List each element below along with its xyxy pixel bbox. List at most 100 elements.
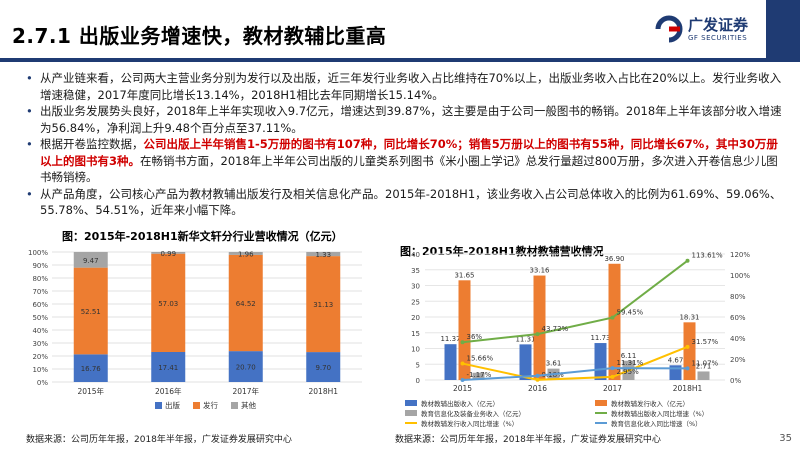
y-tick-label: 100%	[28, 249, 48, 257]
logo-cn-text: 广发证券	[687, 15, 748, 34]
bar-segment	[306, 252, 341, 257]
y-right-tick-label: 20%	[730, 356, 746, 364]
company-logo: 广发证券 GF SECURITIES	[654, 14, 748, 44]
figure-right-title: 图：2015年-2018H1教材教辅营收情况	[400, 245, 604, 258]
x-tick-label: 2015	[453, 384, 472, 393]
legend-label: 教材教辅发行收入同比增速（%）	[421, 419, 518, 428]
bullet-text: 出版业务发展势头良好，2018年上半年实现收入9.7亿元，增速达到39.87%，…	[40, 104, 782, 135]
legend-swatch	[193, 402, 200, 409]
y-right-tick-label: 120%	[730, 251, 750, 259]
line-point	[460, 340, 465, 345]
line-point	[685, 366, 690, 371]
line-point	[610, 374, 615, 379]
bar-data-label: 6.11	[621, 352, 637, 360]
bar	[533, 275, 546, 380]
y-tick-label: 0%	[37, 379, 48, 387]
x-tick-label: 2017	[603, 384, 622, 393]
y-tick-label: 40%	[32, 327, 48, 335]
y-left-tick-label: 30	[411, 283, 420, 291]
legend-swatch	[405, 400, 417, 406]
bar-data-label: 1.33	[315, 251, 331, 259]
header-corner-block	[766, 0, 800, 58]
x-tick-label: 2016年	[155, 386, 182, 396]
source-right: 数据来源：公司历年年报，2018年半年报，广发证券发展研究中心	[395, 435, 661, 445]
x-tick-label: 2015年	[77, 386, 104, 396]
bar-data-label: 31.13	[313, 301, 333, 309]
line-data-label: 15.66%	[467, 355, 494, 363]
bar-segment	[228, 254, 263, 352]
bullet-text: 从产业链来看，公司两大主营业务分别为发行以及出版，近三年发行业务收入占比维持在7…	[40, 71, 782, 102]
bullet-item: 从产业链来看，公司两大主营业务分别为发行以及出版，近三年发行业务收入占比维持在7…	[26, 70, 786, 103]
y-right-tick-label: 100%	[730, 272, 750, 280]
bar-segment	[73, 267, 108, 355]
bullet-item: 出版业务发展势头良好，2018年上半年实现收入9.7亿元，增速达到39.87%，…	[26, 103, 786, 136]
x-tick-label: 2017年	[232, 386, 259, 396]
bar-data-label: 0.99	[160, 250, 176, 258]
logo-en-text: GF SECURITIES	[687, 33, 748, 42]
y-tick-label: 20%	[32, 353, 48, 361]
line-data-label: 31.57%	[692, 338, 719, 346]
bar-segment	[151, 351, 186, 382]
y-right-tick-label: 80%	[730, 293, 746, 301]
page-number: 35	[779, 433, 792, 444]
bar	[608, 263, 621, 380]
bar-data-label: 17.41	[158, 364, 178, 372]
line-point	[685, 344, 690, 349]
line-point	[460, 378, 465, 382]
bar-data-label: 9.47	[83, 257, 99, 265]
y-tick-label: 30%	[32, 340, 48, 348]
chart-right: 0 5 10 15 20 25 30 35 40 0% 20% 40% 60% 80% 100% 120% 11…	[405, 251, 750, 428]
legend-label: 出版	[165, 400, 180, 410]
legend-label: 教育信息化及装备业务收入（亿元）	[421, 409, 525, 418]
line-point	[535, 377, 540, 382]
x-tick-label: 2018H1	[673, 384, 703, 393]
bar-data-label: 4.67	[668, 356, 684, 364]
bar-data-label: 3.61	[546, 360, 562, 368]
bar-data-label: 31.65	[454, 271, 474, 279]
y-left-tick-label: 0	[416, 377, 420, 385]
legend-swatch	[405, 410, 417, 416]
y-left-tick-label: 35	[411, 267, 420, 275]
y-left-tick-label: 5	[416, 361, 420, 369]
bar-segment	[151, 252, 186, 254]
bullet-item: 从产品角度，公司核心产品为教材教辅出版发行及相关信息化产品。2015年-2018…	[26, 186, 786, 219]
bar-segment	[306, 256, 341, 353]
bar-data-label: 16.76	[81, 365, 102, 373]
bar-data-label: 52.51	[81, 308, 101, 316]
title-divider	[0, 58, 800, 62]
y-left-tick-label: 25	[411, 298, 420, 306]
bar	[458, 280, 471, 380]
bullet-text: 从产品角度，公司核心产品为教材教辅出版发行及相关信息化产品。2015年-2018…	[40, 186, 782, 218]
y-left-tick-label: 15	[411, 330, 420, 338]
bar-segment	[151, 253, 186, 352]
figure-left-title: 图：2015年-2018H1新华文轩分行业营收情况（亿元）	[62, 230, 343, 243]
x-tick-label: 2016	[528, 384, 547, 393]
line-point	[685, 258, 690, 263]
gf-logo-icon	[655, 15, 683, 43]
line-point	[610, 366, 615, 371]
legend-label: 发行	[203, 400, 218, 410]
line-data-label: 11.07%	[692, 359, 719, 367]
bar-data-label: 1.96	[238, 250, 254, 258]
line-data-label: 113.61%	[692, 252, 723, 260]
y-tick-label: 50%	[32, 314, 48, 322]
y-left-tick-label: 10	[411, 346, 420, 354]
series-line	[462, 259, 689, 344]
bar-data-label: 11.37	[440, 335, 460, 343]
bar-segment	[73, 252, 108, 268]
bar	[594, 343, 607, 380]
series-line	[462, 367, 688, 381]
bar-data-label: 9.70	[315, 364, 331, 372]
x-tick-label: 2018H1	[309, 387, 339, 396]
bar-data-label: 57.03	[158, 300, 178, 308]
bar-data-label: 18.31	[679, 313, 699, 321]
bar-segment	[306, 352, 341, 382]
bar	[519, 344, 532, 380]
series-line	[462, 345, 688, 381]
bar	[472, 372, 485, 380]
line-data-label: 59.45%	[617, 309, 644, 317]
header: 2.7.1 出版业务增速快，教材教辅比重高 广发证券 GF SECURITIES	[0, 0, 800, 62]
bar-data-label: 64.52	[236, 300, 256, 308]
bar-segment	[228, 351, 263, 382]
source-left: 数据来源：公司历年年报，2018年半年报，广发证券发展研究中心	[26, 435, 292, 445]
